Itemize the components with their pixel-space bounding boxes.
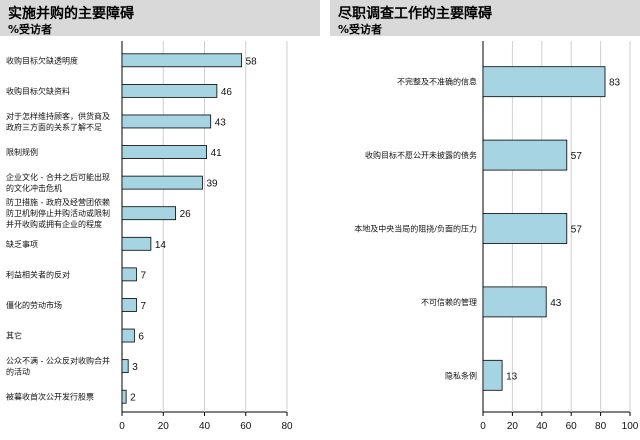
bar <box>482 213 568 244</box>
category-label: 缺乏事项 <box>6 239 38 249</box>
right-chart-subtitle: %受访者 <box>338 23 383 36</box>
value-label: 58 <box>246 56 258 67</box>
bar <box>121 267 137 282</box>
bar <box>482 139 568 171</box>
left-title-bar: 实施并购的主要障碍 %受访者 <box>0 0 320 36</box>
bar <box>121 114 212 129</box>
bar <box>121 53 243 68</box>
x-tick-label: 100 <box>622 421 639 432</box>
right-chart-panel: 尽职调查工作的主要障碍 %受访者 0 20 40 60 80 100 83 不完整及不准确的信… <box>330 0 640 440</box>
value-label: 57 <box>571 151 583 162</box>
bar <box>121 83 218 98</box>
value-label: 3 <box>132 362 138 373</box>
category-label: 隐私条例 <box>445 370 477 380</box>
bar <box>121 206 177 221</box>
value-label: 6 <box>138 332 144 343</box>
bar <box>482 66 606 98</box>
category-label: 防卫机制停止并购活动或限制 <box>6 208 110 218</box>
value-label: 26 <box>180 209 192 220</box>
right-bar-chart: 0 20 40 60 80 100 83 不完整及不准确的信息 57 收购目标不愿公开未披露的债务… <box>354 41 639 432</box>
category-label: 其它 <box>6 331 22 341</box>
x-tick-label: 0 <box>480 421 486 432</box>
value-label: 83 <box>609 78 621 89</box>
category-label: 公众不满 - 公众反对收购合并 <box>6 356 110 366</box>
bar <box>121 175 203 190</box>
left-chart-panel: 实施并购的主要障碍 %受访者 0 20 40 60 80 58 收购目标欠缺透明度 46 收购目… <box>0 0 320 432</box>
x-tick-label: 60 <box>566 421 578 432</box>
bar <box>482 359 503 391</box>
category-label: 僵化的劳动市场 <box>6 300 62 310</box>
x-tick-label: 80 <box>281 421 293 432</box>
category-label: 的文化冲击危机 <box>6 183 62 193</box>
category-label: 被暮收首次公开发行股票 <box>6 392 94 402</box>
value-label: 7 <box>140 270 146 281</box>
value-label: 39 <box>206 179 218 190</box>
category-label: 收购目标欠缺资料 <box>6 86 70 96</box>
category-label: 本地及中央当局的阻挠/负面的压力 <box>354 224 477 234</box>
category-label: 并开收购或拥有企业的程度 <box>6 219 102 229</box>
category-label: 对于怎样维持顾客，供货商及 <box>6 111 110 121</box>
category-label: 不完整及不准确的信息 <box>397 77 477 87</box>
value-label: 7 <box>140 301 146 312</box>
value-label: 14 <box>155 240 167 251</box>
category-label: 政府三方面的关系了解不足 <box>6 122 102 132</box>
bar <box>121 236 152 251</box>
category-label: 企业文化 - 合并之后可能出现 <box>6 172 110 182</box>
x-tick-label: 20 <box>158 421 170 432</box>
category-label: 利益相关者的反对 <box>6 269 70 279</box>
category-label: 限制规例 <box>6 147 38 157</box>
bar <box>121 328 135 343</box>
bar <box>121 298 137 312</box>
x-tick-label: 40 <box>536 421 548 432</box>
value-label: 57 <box>571 225 583 236</box>
value-label: 43 <box>550 298 562 309</box>
x-tick-label: 60 <box>240 421 252 432</box>
value-label: 43 <box>215 117 227 128</box>
right-title-bar: 尽职调查工作的主要障碍 %受访者 <box>330 0 640 36</box>
x-tick-label: 40 <box>199 421 211 432</box>
category-label: 收购目标不愿公开未披露的债务 <box>365 150 477 160</box>
x-tick-label: 0 <box>119 421 125 432</box>
left-bar-chart: 0 20 40 60 80 58 收购目标欠缺透明度 46 收购目标欠缺资料 43 对于怎样维持顾客… <box>6 41 293 432</box>
bar <box>121 145 207 159</box>
value-label: 2 <box>130 393 136 404</box>
x-tick-label: 20 <box>507 421 519 432</box>
category-label: 的活动 <box>6 367 30 377</box>
value-label: 41 <box>211 148 223 159</box>
value-label: 46 <box>221 87 233 98</box>
left-chart-subtitle: %受访者 <box>8 23 53 36</box>
value-label: 13 <box>506 371 518 382</box>
category-label: 防卫措施 - 政府及经营团依赖 <box>6 197 110 207</box>
right-chart-title: 尽职调查工作的主要障碍 <box>338 6 492 22</box>
bar <box>482 286 547 318</box>
x-tick-label: 80 <box>595 421 607 432</box>
left-chart-title: 实施并购的主要障碍 <box>8 6 134 22</box>
category-label: 收购目标欠缺透明度 <box>6 55 78 65</box>
bar <box>121 389 127 404</box>
bar <box>121 359 129 374</box>
category-label: 不可信赖的管理 <box>421 297 477 307</box>
